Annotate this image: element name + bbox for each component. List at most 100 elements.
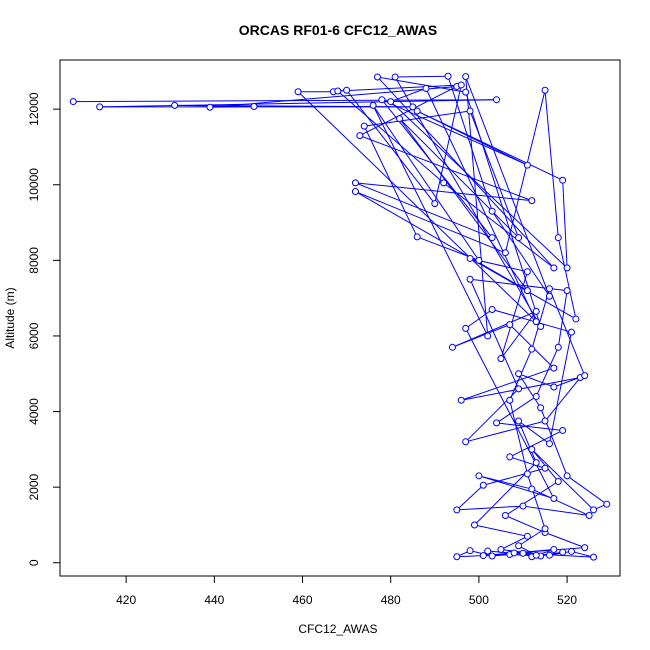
data-point [541,417,549,425]
y-tick-label: 0 [27,559,41,566]
data-point [462,324,470,332]
data-point [528,197,536,205]
data-point [585,512,593,520]
data-point [506,396,514,404]
data-point [550,264,558,272]
series-segment [531,488,590,516]
data-point [532,318,540,326]
data-point [466,547,474,555]
data-point [523,532,531,540]
data-point [475,256,483,264]
data-point [356,132,364,140]
data-point [479,481,487,489]
data-point [493,419,501,427]
data-point [554,477,562,485]
data-point [479,552,487,560]
x-tick-label: 440 [204,593,224,607]
data-point [528,485,536,493]
data-point [528,345,536,353]
data-point [373,73,381,81]
data-point [369,101,377,109]
series-segment [544,90,559,238]
series-segment [544,532,585,549]
data-point [506,453,514,461]
series-segment [531,449,594,511]
data-point [581,544,589,552]
data-point [250,102,258,110]
data-point [563,472,571,480]
data-point [523,470,531,478]
data-point [493,96,501,104]
series-segment [571,550,594,558]
data-point [351,188,359,196]
series-segment [355,191,506,254]
data-point [515,417,523,425]
series-segment [491,210,550,297]
data-point [545,292,553,300]
series-segment [474,524,528,537]
series-segment [548,332,572,444]
series-segment [504,90,546,253]
series-segment [399,118,528,291]
data-point [457,396,465,404]
data-point [409,103,417,111]
series-segment [535,347,559,397]
series-segment [469,279,520,390]
series-segment [337,84,462,92]
series-segment [500,271,528,359]
data-point [506,321,514,329]
data-point [532,551,540,559]
data-point [515,542,523,550]
series-segment [99,99,497,108]
data-point [497,546,505,554]
data-point [413,107,421,115]
data-point [545,285,553,293]
x-tick-label: 460 [293,593,313,607]
data-point [484,332,492,340]
data-point [537,323,545,331]
series-segment [465,309,493,329]
data-point [550,383,558,391]
x-axis-label: CFC12_AWAS [298,622,377,636]
y-axis-label: Altitude (m) [3,287,17,348]
data-point [523,268,531,276]
chart-title: ORCAS RF01-6 CFC12_AWAS [239,22,437,38]
series-segment [372,105,489,337]
series-segment [500,311,537,359]
data-point [567,328,575,336]
series-segment [483,467,546,486]
data-point [422,84,430,92]
series-segment [562,180,568,268]
data-point [545,551,553,559]
y-axis: 0 2000 4000 6000 8000 10000 12000 [27,92,60,566]
data-point [360,122,368,130]
series-segment [363,125,418,238]
data-point [466,275,474,283]
data-point [563,264,571,272]
series-segment [447,76,493,212]
series-segment [425,88,537,322]
series-segment [518,420,550,445]
series-segment [364,110,471,127]
x-tick-label: 480 [381,593,401,607]
data-point [470,521,478,529]
data-point [572,315,580,323]
series-segment [377,76,466,93]
series-segment [355,182,532,202]
data-point [532,392,540,400]
series-lines [73,75,608,558]
plot-frame [59,59,621,577]
x-tick-label: 420 [116,593,136,607]
data-point [484,547,492,555]
data-point [378,96,386,104]
data-point [515,385,523,393]
data-point [519,502,527,510]
data-point [440,179,448,187]
series-segment [544,377,581,422]
data-point [457,81,465,89]
data-point [537,404,545,412]
series-segment [478,475,555,499]
data-point [387,98,395,106]
data-point [528,445,536,453]
